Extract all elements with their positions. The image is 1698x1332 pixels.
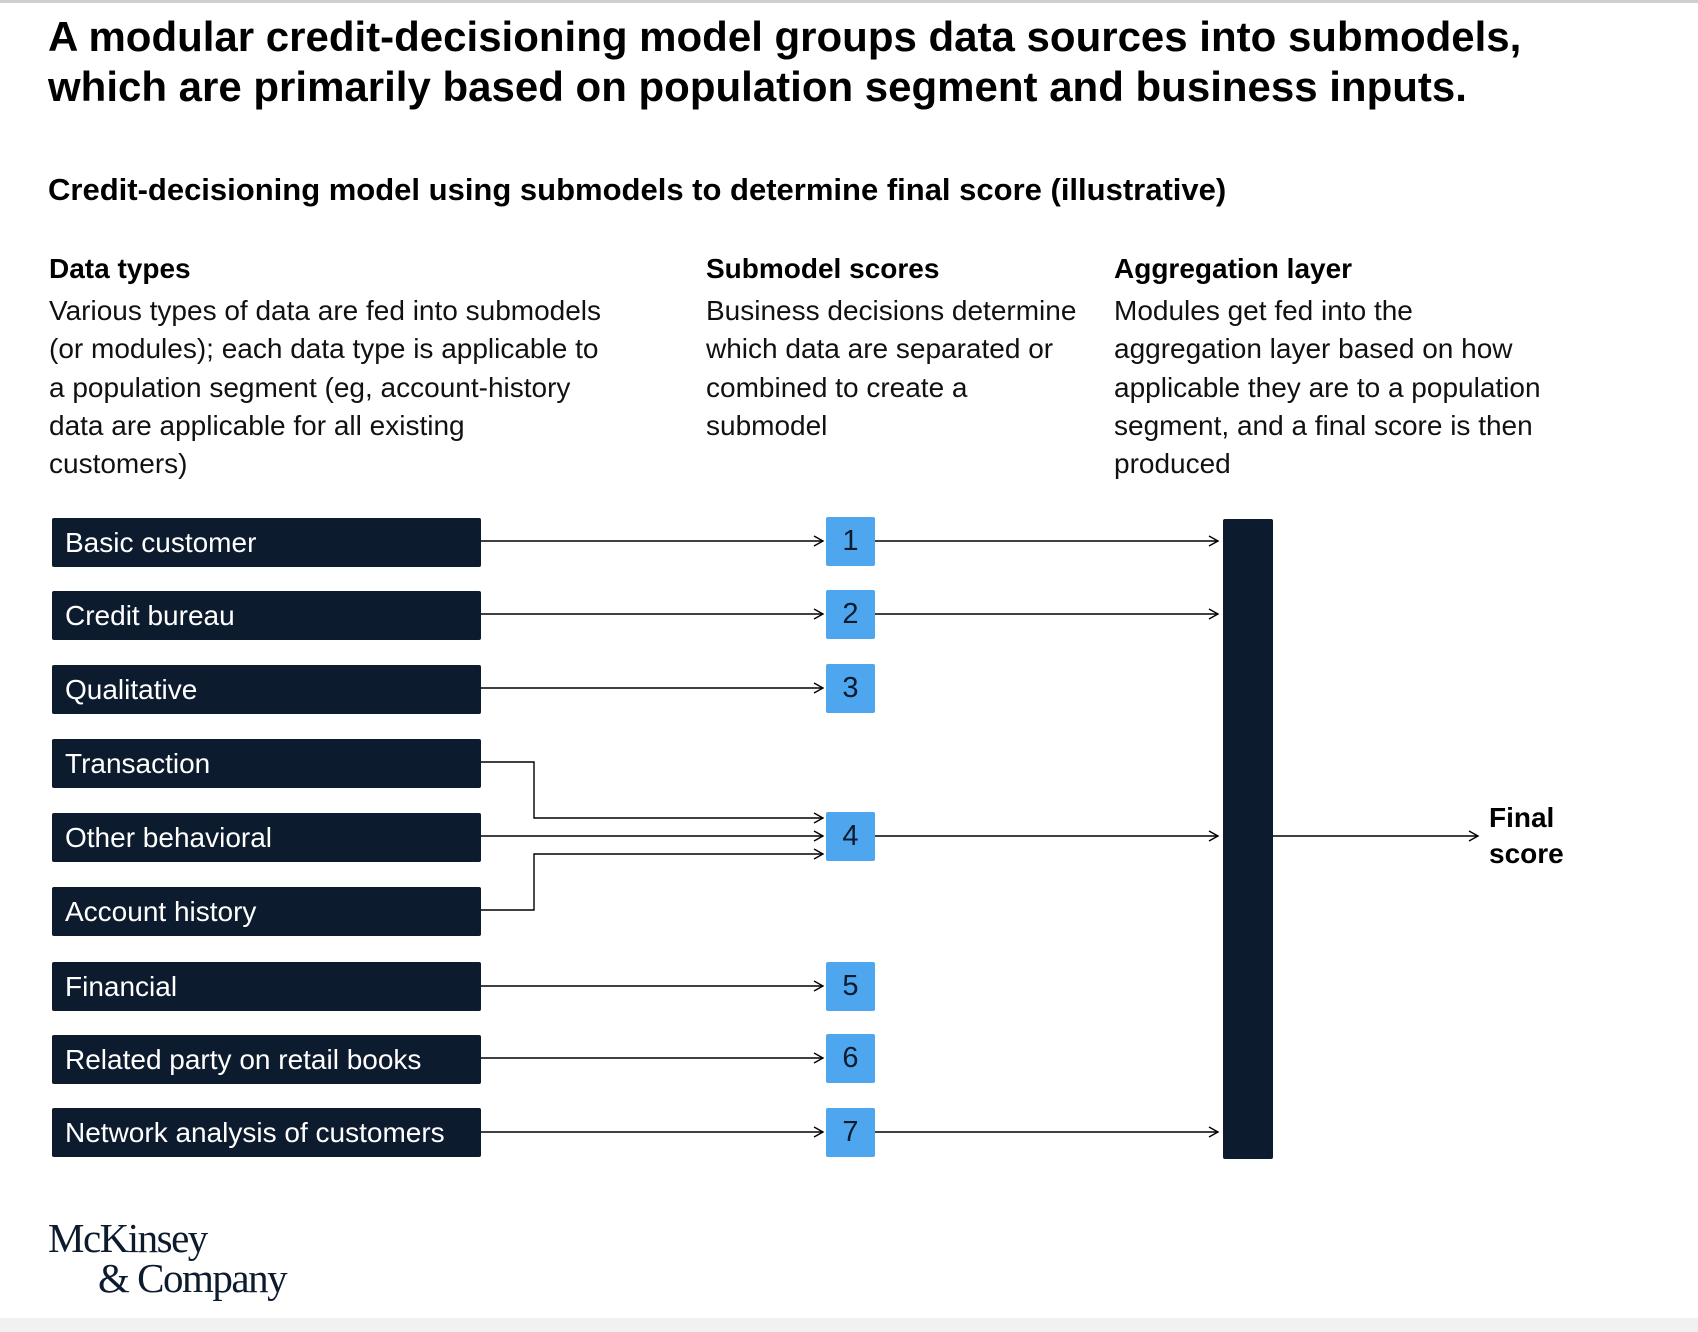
submodel-scores-heading: Submodel scores [706, 253, 940, 284]
submodel-1: 1 [826, 517, 875, 566]
logo-line-1: McKinsey [48, 1215, 208, 1261]
data-type-basic-customer: Basic customer [52, 518, 481, 567]
submodel-scores-column: Submodel scores Business decisions deter… [706, 250, 1086, 445]
aggregation-layer-heading: Aggregation layer [1114, 253, 1353, 284]
data-type-transaction: Transaction [52, 739, 481, 788]
data-types-heading: Data types [49, 253, 191, 284]
submodel-3: 3 [826, 664, 875, 713]
aggregation-layer-description: Modules get fed into the aggregation lay… [1114, 295, 1541, 480]
aggregation-layer-column: Aggregation layer Modules get fed into t… [1114, 250, 1554, 483]
submodel-2: 2 [826, 590, 875, 639]
data-type-account-history: Account history [52, 887, 481, 936]
connector-transaction-to-4 [481, 761, 825, 824]
submodel-scores-description: Business decisions determine which data … [706, 295, 1077, 441]
data-type-other-behavioral: Other behavioral [52, 813, 481, 862]
final-score-label: Final score [1489, 802, 1564, 869]
data-types-description: Various types of data are fed into submo… [49, 295, 602, 480]
submodel-7: 7 [826, 1108, 875, 1157]
data-type-credit-bureau: Credit bureau [52, 591, 481, 640]
connector-account-history-to-4 [481, 848, 825, 911]
chart-subtitle: Credit-decisioning model using submodels… [48, 172, 1227, 207]
bottom-band [0, 1318, 1698, 1332]
logo-line-2: & Company [98, 1255, 288, 1301]
data-type-related-party: Related party on retail books [52, 1035, 481, 1084]
data-type-qualitative: Qualitative [52, 665, 481, 714]
data-types-column: Data types Various types of data are fed… [49, 250, 609, 483]
top-rule [0, 0, 1698, 3]
headline: A modular credit-decisioning model group… [48, 13, 1522, 110]
aggregation-layer-bar [1223, 519, 1273, 1159]
submodel-6: 6 [826, 1034, 875, 1083]
submodel-5: 5 [826, 962, 875, 1011]
submodel-4: 4 [826, 812, 875, 861]
data-type-financial: Financial [52, 962, 481, 1011]
data-type-network-analysis: Network analysis of customers [52, 1108, 481, 1157]
mckinsey-logo: McKinsey & Company [48, 1215, 288, 1301]
